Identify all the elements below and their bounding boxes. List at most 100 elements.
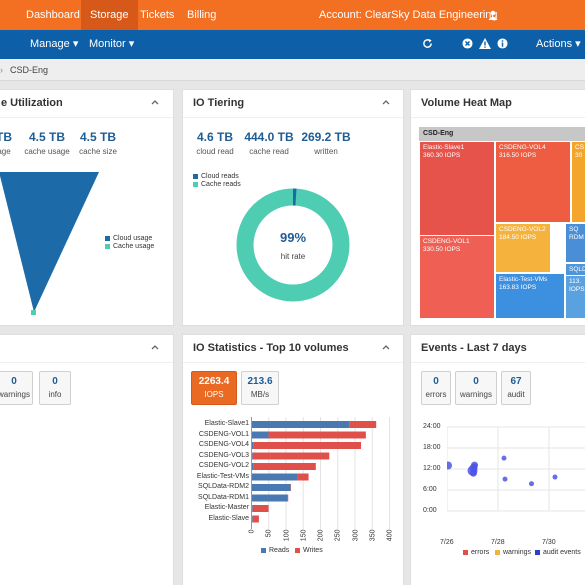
manage-menu[interactable]: Manage ▾ <box>30 38 79 50</box>
legend-warnings: warnings <box>495 549 531 556</box>
warning-icon[interactable] <box>479 38 491 49</box>
monitor-menu[interactable]: Monitor ▾ <box>89 38 135 50</box>
bar-category-label: Elastic-Test-VMs <box>196 472 249 480</box>
legend-label: warnings <box>503 549 532 556</box>
stat-label: cloud read <box>196 147 234 156</box>
bar-writes[interactable] <box>252 515 259 523</box>
x-tick-label: 50 <box>265 529 273 538</box>
bar-writes[interactable] <box>252 452 330 460</box>
heat-map-cell[interactable]: SQ RDM <box>565 223 585 263</box>
mbs-toggle-button[interactable]: 213.6 MB/s <box>241 371 279 405</box>
collapse-icon[interactable] <box>382 344 390 350</box>
bar-reads[interactable] <box>252 463 254 470</box>
bar-category-label: Elastic-Master <box>204 504 249 511</box>
audit-event-point[interactable] <box>529 481 534 487</box>
audit-event-point[interactable] <box>501 455 507 461</box>
tab-billing[interactable]: Billing <box>187 9 217 21</box>
audit-event-point[interactable] <box>502 476 508 482</box>
bar-reads[interactable] <box>252 494 288 502</box>
bar-reads[interactable] <box>252 431 269 439</box>
bar-reads[interactable] <box>252 421 350 428</box>
cache-stat-cache-usage: 4.5 TB cache usage <box>19 130 75 156</box>
bar-writes[interactable] <box>349 421 377 428</box>
box-value: 0 <box>433 376 439 387</box>
breadcrumb: › CSD-Eng <box>0 59 585 81</box>
cell-iops: IOPS <box>569 286 585 293</box>
bar-reads[interactable] <box>252 473 298 481</box>
alert-warnings-box[interactable]: 0 warnings <box>0 371 33 405</box>
heat-map-cell[interactable]: CS 30 <box>571 141 585 223</box>
cell-name: CS <box>575 144 585 151</box>
bar-writes[interactable] <box>253 463 316 470</box>
user-icon[interactable] <box>488 10 498 20</box>
x-tick-label: 0 <box>248 529 256 534</box>
x-tick-label: 100 <box>283 529 290 542</box>
alert-info-box[interactable]: 0 info <box>39 371 71 405</box>
audit-event-point[interactable] <box>471 463 478 470</box>
audit-event-point[interactable] <box>470 469 477 477</box>
alerts-panel: 0 warnings 0 info <box>0 334 174 585</box>
audit-event-point[interactable] <box>447 461 452 470</box>
tab-storage[interactable]: Storage <box>81 0 138 30</box>
hit-rate-value: 99% <box>279 230 307 245</box>
bar-reads[interactable] <box>252 515 253 523</box>
bar-writes[interactable] <box>297 473 309 481</box>
legend-swatch <box>495 549 500 555</box>
heat-map-cell[interactable]: CSDENG-VOL2 184.50 IOPS <box>495 223 551 273</box>
events-errors-box[interactable]: 0 errors <box>421 371 451 405</box>
box-value: 0 <box>473 376 479 387</box>
bar-reads[interactable] <box>252 452 253 460</box>
heat-map-cell[interactable]: Elastic-Test-VMs 163.83 IOPS <box>495 273 565 319</box>
x-tick-label: 7/26 <box>440 539 454 546</box>
heat-map-cell[interactable]: 113. IOPS <box>565 275 585 319</box>
error-icon[interactable] <box>462 38 473 49</box>
heat-map-cell[interactable]: Elastic-Slave1 360.30 IOPS <box>419 141 495 240</box>
bar-writes[interactable] <box>253 442 362 449</box>
box-value: 67 <box>510 376 522 387</box>
tab-dashboard[interactable]: Dashboard <box>26 9 80 21</box>
audit-event-point[interactable] <box>552 474 558 480</box>
top-nav-bar: Dashboard Storage Tickets Billing Accoun… <box>0 0 585 30</box>
refresh-icon[interactable] <box>422 38 433 49</box>
cell-name: CSDENG-VOL4 <box>499 144 546 151</box>
box-value: 213.6 <box>247 376 273 387</box>
iops-toggle-button[interactable]: 2263.4 IOPS <box>191 371 237 405</box>
legend-label: audit events <box>543 549 581 556</box>
heat-map-cell[interactable]: CSDENG-VOL4 316.50 IOPS <box>495 141 571 223</box>
hit-rate-label: hit rate <box>280 252 306 261</box>
collapse-icon[interactable] <box>151 99 159 105</box>
info-icon[interactable] <box>497 38 508 49</box>
account-name[interactable]: Account: ClearSky Data Engineering <box>319 9 498 21</box>
actions-menu[interactable]: Actions ▾ <box>536 38 581 50</box>
panel-header-divider <box>0 117 173 118</box>
cache-funnel-chart <box>0 172 99 315</box>
bar-writes[interactable] <box>252 505 269 512</box>
bar-reads[interactable] <box>252 442 254 449</box>
legend-cache-usage: Cache usage <box>105 243 154 250</box>
cache-stat-cache-size: 4.5 TB cache size <box>75 130 121 156</box>
events-warnings-box[interactable]: 0 warnings <box>455 371 497 405</box>
breadcrumb-current[interactable]: CSD-Eng <box>10 65 49 75</box>
stat-label: written <box>314 147 338 156</box>
cell-iops: RDM <box>569 234 584 241</box>
heat-map-cell[interactable]: CSDENG-VOL1 330.50 IOPS <box>419 235 495 319</box>
legend-swatch <box>295 547 300 553</box>
y-tick-label: 0:00 <box>423 507 437 514</box>
panel-title: IO Tiering <box>193 97 245 109</box>
collapse-icon[interactable] <box>151 344 159 350</box>
cell-name: CSDENG-VOL2 <box>499 226 546 233</box>
legend-errors: errors <box>463 549 489 556</box>
bar-reads[interactable] <box>252 484 291 491</box>
collapse-icon[interactable] <box>382 99 390 105</box>
events-audit-box[interactable]: 67 audit <box>501 371 531 405</box>
tiering-stat-cloud-read: 4.6 TB cloud read <box>189 130 241 156</box>
box-label: audit <box>507 390 525 399</box>
cache-usage-funnel <box>31 310 36 315</box>
bar-writes[interactable] <box>268 431 366 439</box>
x-tick-label: 7/30 <box>542 539 556 546</box>
cell-name: SQ <box>569 226 579 233</box>
bar-reads[interactable] <box>252 505 253 512</box>
cell-name: CSDENG-VOL1 <box>423 238 470 245</box>
tab-tickets[interactable]: Tickets <box>140 9 175 21</box>
panel-header-divider <box>183 117 403 118</box>
